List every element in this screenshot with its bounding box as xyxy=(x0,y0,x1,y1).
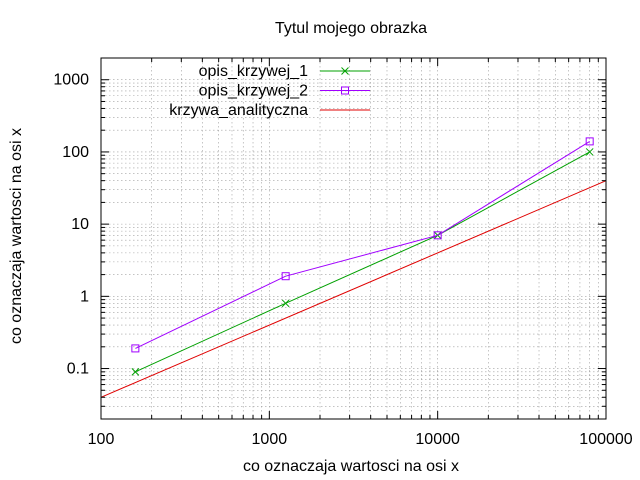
series-line xyxy=(100,180,607,398)
legend-marker xyxy=(341,86,349,95)
series-layer xyxy=(100,137,607,398)
legend-label: krzywa_analityczna xyxy=(169,102,308,119)
ticks: 100 1000 10000 100000 0.1 1 10 100 1000 xyxy=(53,57,633,448)
data-point xyxy=(131,367,140,376)
grid xyxy=(101,58,606,419)
x-tick-label: 100 xyxy=(88,431,115,448)
series-opis-krzywej-1 xyxy=(131,148,594,376)
data-point xyxy=(433,231,442,240)
series-line xyxy=(135,140,590,349)
chart-title: Tytul mojego obrazka xyxy=(275,20,427,37)
series-opis-krzywej-2 xyxy=(131,137,594,353)
data-point xyxy=(131,344,140,353)
y-tick-label: 1 xyxy=(80,288,89,305)
legend-label: opis_krzywej_1 xyxy=(199,63,308,80)
y-tick-label: 10 xyxy=(71,216,89,233)
series-line xyxy=(135,151,590,373)
x-tick-label: 1000 xyxy=(252,431,288,448)
y-tick-label: 100 xyxy=(62,144,89,161)
series-krzywa-analityczna xyxy=(100,180,607,398)
y-tick-label: 0.1 xyxy=(67,361,89,378)
x-axis-label: co oznaczaja wartosci na osi x xyxy=(243,458,459,475)
data-point xyxy=(585,148,594,156)
x-tick-label: 100000 xyxy=(579,431,632,448)
legend-marker xyxy=(341,67,349,75)
plot-frame xyxy=(100,57,607,420)
y-tick-label: 1000 xyxy=(53,72,89,89)
data-point xyxy=(281,299,290,308)
data-point xyxy=(281,272,290,281)
y-axis-label: co oznaczaja wartosci na osi x xyxy=(8,128,25,344)
legend-label: opis_krzywej_2 xyxy=(199,83,308,100)
legend: opis_krzywej_1 opis_krzywej_2 krzywa_anali… xyxy=(169,63,370,119)
x-tick-label: 10000 xyxy=(415,431,460,448)
data-point xyxy=(585,137,594,146)
